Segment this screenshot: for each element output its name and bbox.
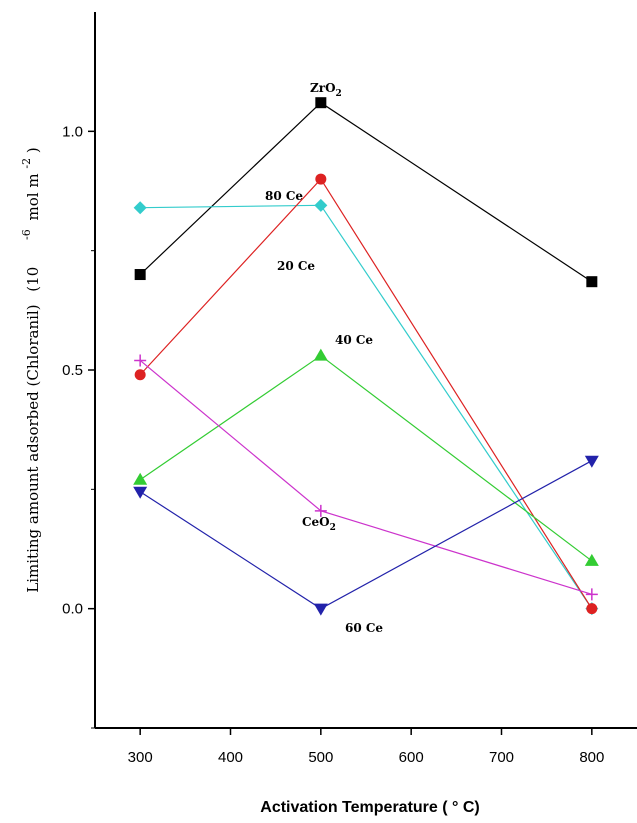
series-label-main-20-ce: 20 Ce [277, 259, 315, 273]
point-20-ce-300 [134, 369, 146, 381]
point-40-ce-800 [584, 553, 599, 566]
series-label-sub-ceo2: 2 [330, 523, 336, 533]
series-line-80-ce [140, 204, 593, 610]
y-tick-label-0: 0.0 [62, 601, 83, 618]
y-axis-title-unit: mol m [24, 173, 42, 220]
point-60-ce-300 [133, 486, 148, 499]
series-line-ceo2 [139, 359, 593, 595]
series-40-ce: 40 Ce [133, 333, 599, 566]
point-40-ce-500 [313, 348, 328, 361]
series-label-zro2: ZrO2 [310, 81, 342, 99]
series-label-main-40-ce: 40 Ce [335, 333, 373, 347]
series-label-40-ce: 40 Ce [335, 333, 373, 347]
series-label-ceo2: CeO2 [302, 515, 336, 533]
series-zro2: ZrO2 [134, 81, 598, 288]
point-zro2-500 [315, 97, 327, 109]
series-label-80-ce: 80 Ce [265, 189, 303, 203]
point-60-ce-800 [584, 455, 599, 468]
x-tick-label-500: 500 [308, 749, 333, 766]
series-60-ce: 60 Ce [133, 455, 599, 635]
series-label-main-zro2: ZrO [310, 81, 336, 95]
series-line-60-ce [139, 460, 593, 610]
series-label-main-ceo2: CeO [302, 515, 330, 529]
x-tick-label-400: 400 [218, 749, 243, 766]
y-axis-title: Limiting amount adsorbed (Chloranil) (10… [16, 147, 42, 592]
y-tick-label-1: 0.5 [62, 362, 83, 379]
series-label-main-80-ce: 80 Ce [265, 189, 303, 203]
point-60-ce-500 [313, 603, 328, 616]
series-label-60-ce: 60 Ce [345, 621, 383, 635]
point-20-ce-500 [315, 173, 327, 185]
series-line-20-ce [139, 178, 593, 609]
point-ceo2-300 [134, 354, 147, 367]
y-axis-title-main: Limiting amount adsorbed (Chloranil) [24, 304, 42, 592]
point-80-ce-500 [314, 198, 328, 212]
point-ceo2-800 [585, 588, 598, 601]
point-40-ce-300 [133, 472, 148, 485]
series-label-sub-zro2: 2 [336, 89, 342, 99]
y-axis-title-factor: (10 [24, 267, 42, 292]
x-tick-label-300: 300 [128, 749, 153, 766]
x-axis-title: Activation Temperature ( ° C) [260, 799, 479, 816]
y-axis-title-close: ) [24, 147, 42, 153]
point-20-ce-800 [586, 603, 598, 615]
point-zro2-800 [586, 276, 598, 288]
series-80-ce: 80 Ce [133, 189, 599, 616]
y-tick-label-2: 1.0 [62, 123, 83, 140]
series-20-ce: 20 Ce [134, 173, 598, 615]
series-line-zro2 [139, 101, 593, 283]
x-tick-label-600: 600 [399, 749, 424, 766]
axes-layer: 300 400 500 600 700 800 0.0 0.5 1.0 [62, 12, 637, 766]
x-tick-label-800: 800 [579, 749, 604, 766]
point-ceo2-500 [314, 504, 327, 517]
series-label-20-ce: 20 Ce [277, 259, 315, 273]
series-label-main-60-ce: 60 Ce [345, 621, 383, 635]
series-line-40-ce [139, 354, 593, 562]
y-axis-title-unit-exp: -2 [20, 158, 33, 169]
series-ceo2: CeO2 [134, 354, 598, 601]
point-80-ce-300 [133, 201, 147, 215]
y-axis-title-exp: -6 [20, 229, 33, 240]
x-tick-label-700: 700 [489, 749, 514, 766]
point-zro2-300 [134, 269, 146, 281]
